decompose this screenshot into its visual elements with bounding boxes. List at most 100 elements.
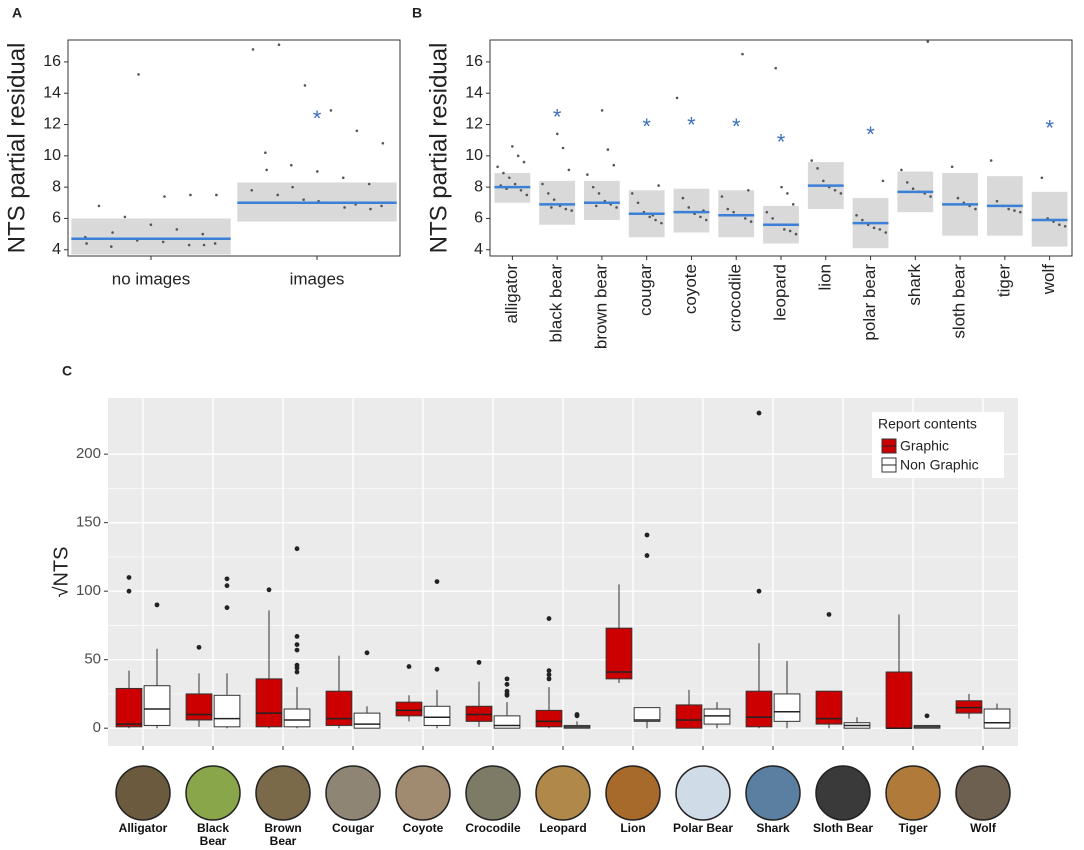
outlier — [294, 546, 300, 552]
point — [699, 215, 702, 219]
category-label: Wolf — [970, 821, 996, 835]
point — [343, 206, 346, 209]
point — [341, 176, 345, 180]
point — [881, 179, 885, 183]
point — [995, 199, 999, 203]
outlier — [126, 588, 132, 594]
box — [423, 705, 451, 726]
point — [265, 168, 268, 172]
outlier — [826, 612, 832, 617]
point — [277, 43, 281, 46]
y-tick-label: 12 — [43, 116, 61, 133]
point — [929, 195, 932, 198]
point — [201, 232, 205, 236]
significance: * — [642, 114, 651, 139]
point — [97, 204, 101, 208]
point — [600, 109, 604, 112]
point — [687, 206, 691, 209]
significance: * — [866, 122, 875, 147]
outlier — [294, 669, 300, 675]
point — [109, 245, 113, 248]
point — [380, 204, 383, 208]
animal-image — [465, 765, 521, 821]
outlier — [644, 532, 650, 538]
outlier — [756, 410, 762, 416]
animal-image — [605, 765, 661, 821]
point — [367, 182, 371, 186]
legend-label: Non Graphic — [900, 457, 979, 473]
animal-image — [815, 765, 871, 821]
category-label: Tiger — [898, 821, 928, 835]
outlier — [224, 583, 230, 589]
y-tick-label: 10 — [465, 147, 483, 164]
outlier — [294, 633, 300, 639]
point — [303, 84, 307, 87]
point — [743, 217, 747, 220]
outlier — [546, 668, 552, 674]
box — [283, 708, 311, 728]
y-tick-label: 16 — [465, 53, 483, 70]
box — [675, 704, 703, 729]
animal-image — [395, 765, 451, 821]
confidence-band — [718, 190, 755, 238]
panel-label: A — [12, 5, 22, 21]
point — [561, 146, 565, 150]
animal-image — [185, 765, 241, 821]
box — [115, 687, 143, 728]
outlier — [154, 602, 160, 608]
significance: * — [687, 113, 696, 138]
box — [325, 690, 353, 726]
point — [911, 187, 915, 190]
box — [535, 709, 563, 728]
animal-image — [745, 765, 801, 821]
x-tick-label: lion — [815, 264, 834, 290]
y-tick-label: 6 — [474, 210, 483, 227]
point — [555, 132, 559, 136]
category-label: Crocodile — [465, 821, 521, 835]
point — [839, 192, 843, 195]
y-tick-label: 200 — [76, 445, 101, 462]
x-tick-label: images — [290, 269, 345, 288]
category-label: Alligator — [118, 821, 168, 835]
point — [606, 148, 610, 151]
point — [597, 192, 601, 195]
y-tick-label: 14 — [465, 84, 483, 101]
point — [747, 188, 750, 192]
point — [291, 185, 294, 189]
outlier — [126, 575, 132, 580]
point — [202, 243, 206, 247]
point — [355, 129, 359, 133]
outlier — [196, 644, 202, 650]
point — [791, 203, 795, 206]
point — [161, 240, 165, 244]
point — [570, 209, 573, 212]
point — [741, 52, 744, 56]
point — [315, 170, 319, 173]
point — [878, 228, 882, 231]
point — [615, 206, 618, 209]
y-tick-label: 8 — [52, 178, 61, 195]
point — [771, 217, 774, 220]
x-tick-label: brown bear — [591, 264, 610, 349]
point — [250, 188, 254, 192]
point — [591, 185, 595, 189]
point — [765, 210, 769, 214]
outlier — [504, 688, 510, 694]
box — [773, 693, 801, 722]
legend-label: Graphic — [900, 438, 949, 454]
box — [395, 701, 423, 717]
point — [567, 168, 571, 172]
point — [215, 193, 218, 197]
outlier — [294, 662, 300, 668]
box — [983, 708, 1011, 729]
box — [493, 715, 521, 729]
point — [541, 182, 544, 186]
point — [302, 198, 305, 201]
outlier — [546, 616, 552, 621]
box — [255, 678, 283, 728]
outlier — [504, 676, 510, 682]
x-tick-label: no images — [112, 269, 190, 288]
point — [726, 207, 730, 211]
